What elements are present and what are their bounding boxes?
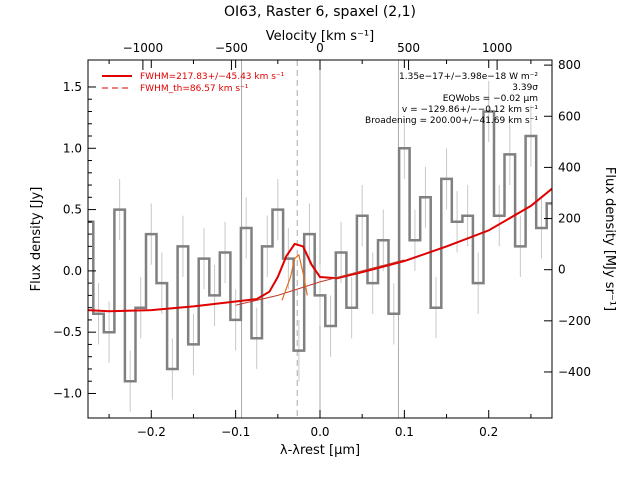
- y2-axis-label: Flux density [MJy sr⁻¹]: [602, 167, 617, 311]
- x2-tick-label: 500: [397, 41, 420, 55]
- line-component-curve: [281, 253, 308, 301]
- x2-axis-label: Velocity [km s⁻¹]: [266, 29, 374, 44]
- y-tick-label: −1.0: [53, 386, 82, 400]
- y-tick-label: 1.0: [63, 141, 82, 155]
- x2-tick-label: 0: [316, 41, 324, 55]
- flux-step-series: [88, 110, 552, 383]
- x-tick-label: −0.1: [221, 425, 250, 439]
- y2-tick-label: 0: [558, 263, 566, 277]
- annotation-text: 1.35e−17+/−3.98e−18 W m⁻²: [399, 72, 538, 82]
- x2-tick-label: −500: [215, 41, 248, 55]
- x-axis-label: λ-λrest [μm]: [280, 443, 360, 458]
- y-axis-label: Flux density [Jy]: [29, 187, 44, 292]
- y-tick-label: 1.5: [63, 80, 82, 94]
- y-tick-label: −0.5: [53, 325, 82, 339]
- annotation-text: 3.39σ: [512, 83, 538, 93]
- annotation-text: v = −129.86+/−−0.12 km s⁻¹: [402, 105, 538, 115]
- continuum-fit-line: [235, 259, 405, 306]
- x-tick-label: 0.2: [479, 425, 498, 439]
- x-tick-label: 0.1: [395, 425, 414, 439]
- y-tick-label: 0.5: [63, 203, 82, 217]
- fit-total-curve: [87, 187, 553, 313]
- legend: FWHM=217.83+/−45.43 km s⁻¹ FWHM_th=86.57 …: [102, 72, 285, 94]
- annotation-text: Broadening = 200.00+/−41.69 km s⁻¹: [365, 116, 538, 126]
- y2-tick-label: 600: [558, 109, 581, 123]
- x2-tick-label: 1000: [482, 41, 513, 55]
- annotation-text: EQWobs = −0.02 μm: [443, 94, 538, 104]
- y2-tick-label: 200: [558, 212, 581, 226]
- x-tick-label: 0.0: [310, 425, 329, 439]
- y2-tick-label: 800: [558, 58, 581, 72]
- axis-ticks: −0.2 −0.1 0.0 0.1 0.2 −1000 −500 0 500 1000 −1.0 −0…: [53, 41, 591, 439]
- x-tick-label: −0.2: [137, 425, 166, 439]
- x2-tick-label: −1000: [123, 41, 164, 55]
- legend-label: FWHM_th=86.57 km s⁻¹: [140, 84, 249, 94]
- y2-tick-label: −200: [558, 314, 591, 328]
- y2-tick-label: −400: [558, 365, 591, 379]
- data-series: [87, 80, 553, 412]
- y-tick-label: 0.0: [63, 264, 82, 278]
- chart-title: OI63, Raster 6, spaxel (2,1): [224, 4, 416, 20]
- legend-label: FWHM=217.83+/−45.43 km s⁻¹: [140, 72, 285, 82]
- y2-tick-label: 400: [558, 160, 581, 174]
- reference-lines: [241, 60, 399, 418]
- plot-frame: OI63, Raster 6, spaxel (2,1) Velocity [km…: [29, 4, 617, 458]
